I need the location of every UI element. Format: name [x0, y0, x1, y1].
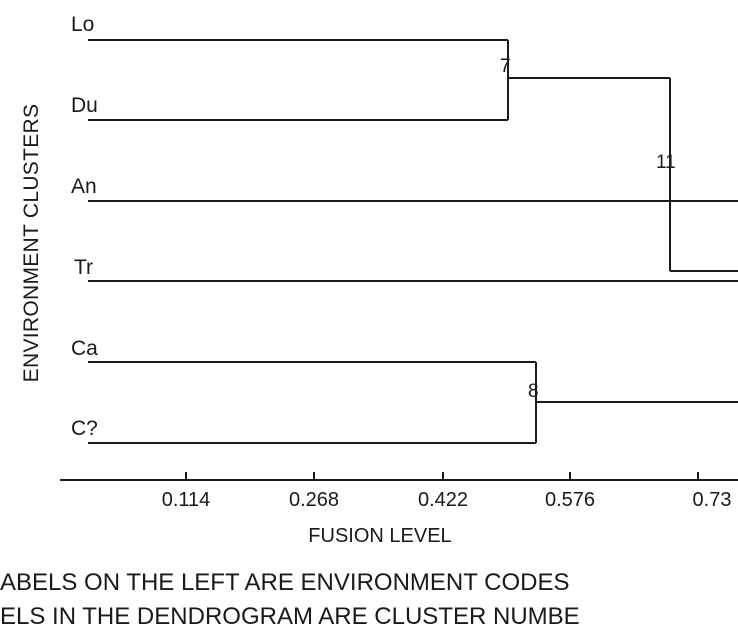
- note-line-2: ELS IN THE DENDROGRAM ARE CLUSTER NUMBE: [0, 603, 580, 630]
- y-axis-title: ENVIRONMENT CLUSTERS: [20, 104, 43, 383]
- x-tick-label-2: 0.422: [418, 489, 468, 511]
- x-tick-label-0: 0.114: [162, 489, 211, 511]
- x-axis-title: FUSION LEVEL: [308, 525, 451, 547]
- leaf-label-an: An: [71, 175, 97, 198]
- leaf-label-c-question: C?: [71, 417, 98, 440]
- x-tick-label-4: 0.73: [693, 489, 732, 511]
- leaf-label-ca: Ca: [71, 337, 98, 360]
- node-label-11: 11: [656, 152, 676, 173]
- x-tick-label-3: 0.576: [545, 489, 595, 511]
- leaf-label-lo: Lo: [71, 13, 94, 36]
- node-label-7: 7: [500, 56, 511, 77]
- leaf-label-tr: Tr: [74, 256, 93, 279]
- node-label-8: 8: [528, 381, 539, 402]
- note-line-1: ABELS ON THE LEFT ARE ENVIRONMENT CODES: [0, 569, 569, 596]
- leaf-label-du: Du: [71, 94, 98, 117]
- x-tick-label-1: 0.268: [289, 489, 339, 511]
